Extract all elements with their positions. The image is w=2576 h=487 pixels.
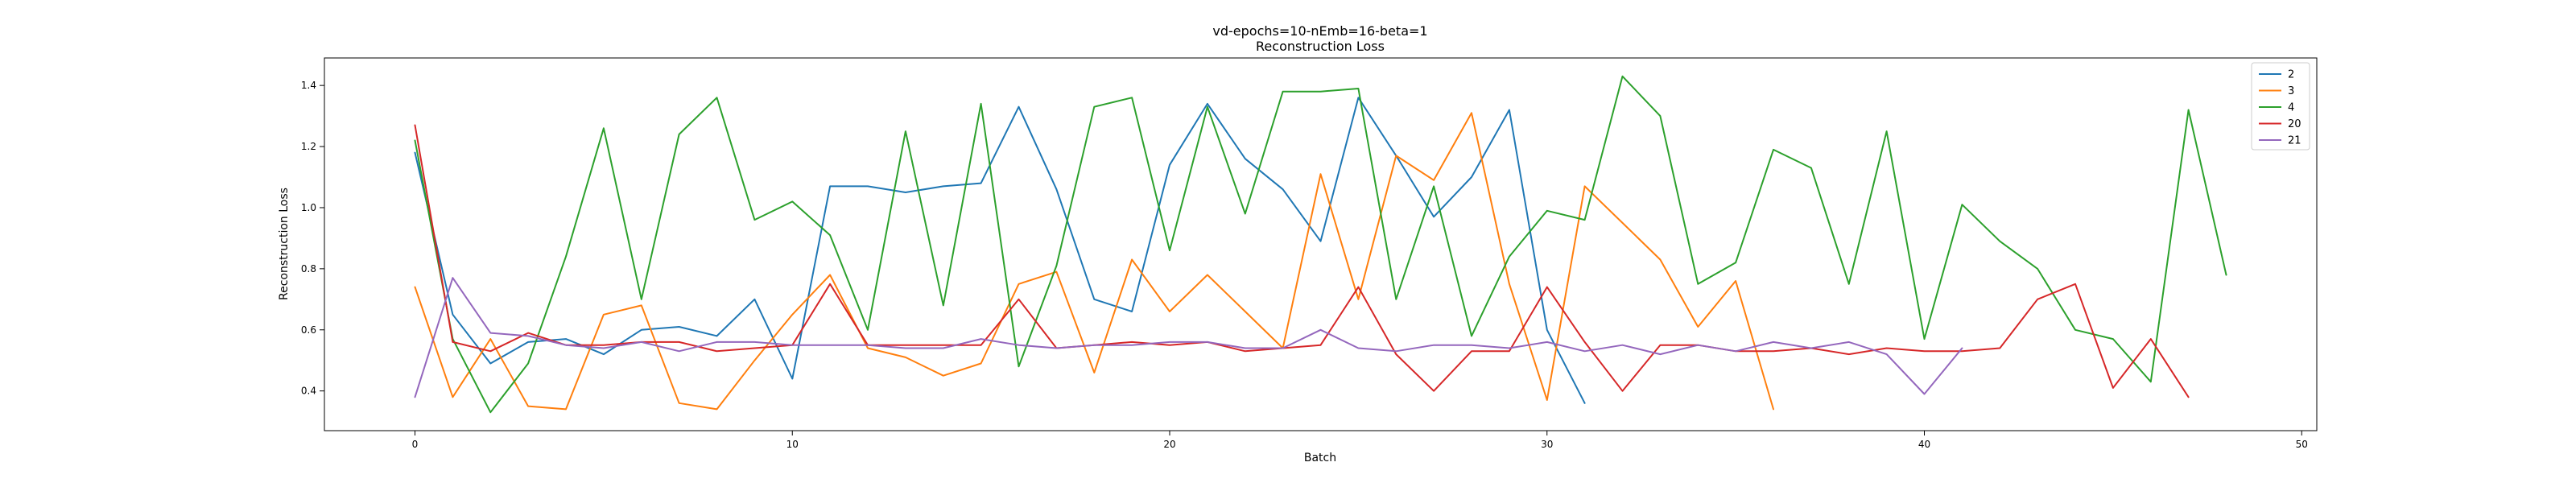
y-tick-label: 0.4 <box>301 386 316 397</box>
y-axis-label: Reconstruction Loss <box>278 188 291 300</box>
legend-label: 2 <box>2288 69 2294 81</box>
y-axis: 0.4 0.6 0.8 1.0 1.2 1.4 <box>301 80 324 397</box>
legend-label: 20 <box>2288 118 2301 130</box>
chart-title: vd-epochs=10-nEmb=16-beta=1 <box>1212 23 1427 39</box>
y-tick-label: 0.6 <box>301 324 316 336</box>
legend-label: 3 <box>2288 85 2294 97</box>
x-tick-label: 0 <box>412 439 419 450</box>
series-line-20 <box>414 124 2190 398</box>
y-tick-label: 1.2 <box>301 141 316 152</box>
series-line-3 <box>414 112 1774 411</box>
plot-area-frame <box>324 57 2318 431</box>
series-line-21 <box>414 277 1963 398</box>
x-tick-label: 20 <box>1163 439 1175 450</box>
legend: 2 3 4 20 21 <box>2251 62 2310 151</box>
y-tick-label: 1.0 <box>301 202 316 213</box>
x-tick-label: 50 <box>2296 439 2308 450</box>
x-axis-label: Batch <box>1304 452 1336 464</box>
x-tick-label: 30 <box>1541 439 1553 450</box>
x-axis: 0 10 20 30 40 50 <box>412 431 2308 450</box>
series-layer <box>414 75 2227 414</box>
chart-subtitle: Reconstruction Loss <box>1256 39 1385 54</box>
x-tick-label: 40 <box>1918 439 1930 450</box>
legend-label: 4 <box>2288 102 2294 114</box>
series-line-2 <box>414 97 1586 404</box>
x-tick-label: 10 <box>786 439 799 450</box>
series-line-4 <box>414 75 2227 414</box>
y-tick-label: 1.4 <box>301 80 316 91</box>
y-tick-label: 0.8 <box>301 263 316 274</box>
legend-label: 21 <box>2288 135 2301 147</box>
